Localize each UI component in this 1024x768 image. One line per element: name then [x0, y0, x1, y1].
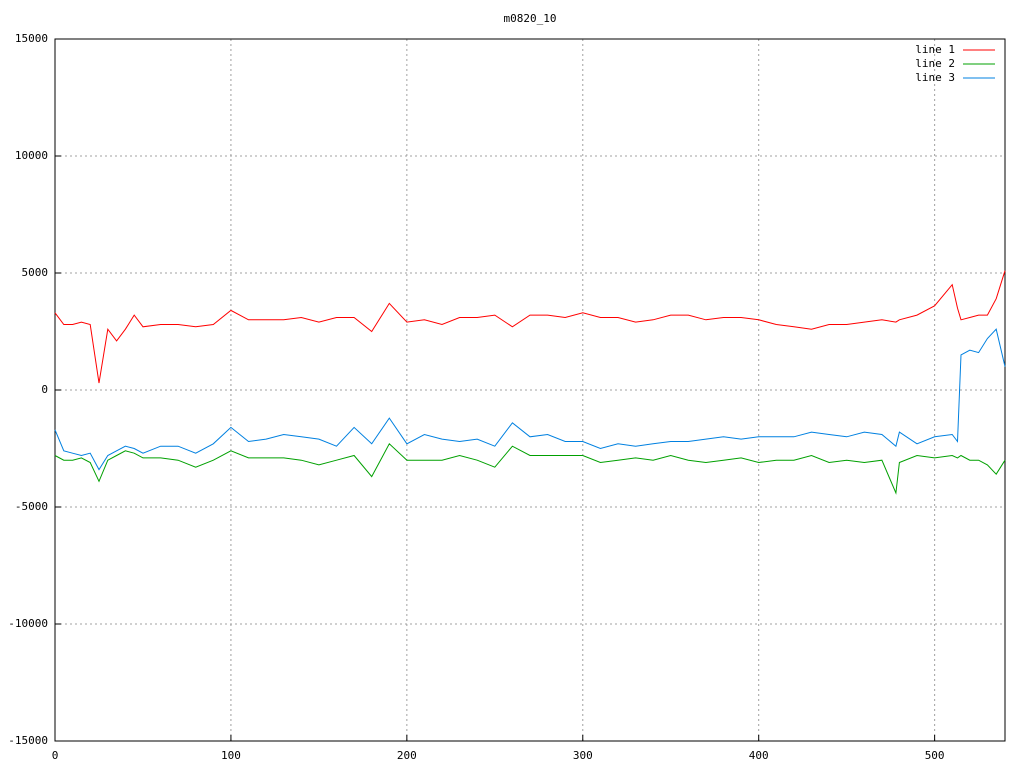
- x-tick-label: 200: [397, 749, 417, 762]
- y-tick-label: 5000: [22, 266, 49, 279]
- x-tick-label: 300: [573, 749, 593, 762]
- legend-label: line 1: [915, 43, 955, 56]
- legend-label: line 2: [915, 57, 955, 70]
- data-line: [54, 442, 1006, 495]
- x-tick-label: 0: [52, 749, 59, 762]
- chart-title: m0820_10: [504, 12, 557, 25]
- y-tick-label: 10000: [15, 149, 48, 162]
- plot-frame: [54, 38, 1006, 742]
- x-tick-label: 100: [221, 749, 241, 762]
- x-tick-label: 400: [749, 749, 769, 762]
- y-tick-label: 15000: [15, 32, 48, 45]
- y-tick-label: 0: [41, 383, 48, 396]
- y-tick-label: -5000: [15, 500, 48, 513]
- y-tick-label: -15000: [8, 734, 48, 747]
- data-line: [54, 328, 1006, 471]
- x-tick-label: 500: [925, 749, 945, 762]
- y-tick-label: -10000: [8, 617, 48, 630]
- legend-label: line 3: [915, 71, 955, 84]
- data-line: [54, 270, 1006, 384]
